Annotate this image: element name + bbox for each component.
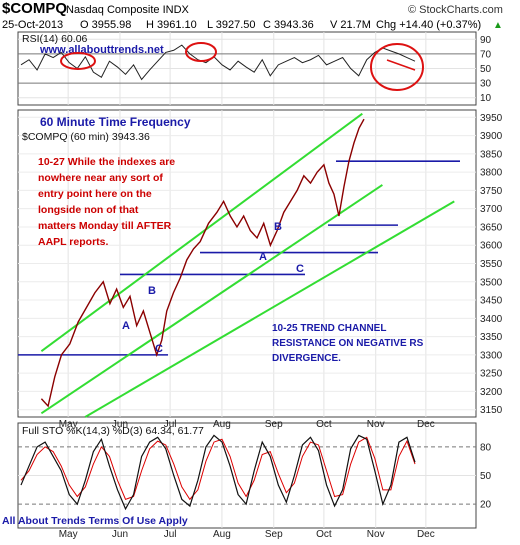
wave-label-a1: A (122, 320, 130, 332)
month-label: Jul (164, 419, 177, 430)
wave-label-a2: A (259, 251, 267, 263)
month-label: May (59, 419, 78, 430)
rsi-highlight-circle-2 (185, 42, 217, 62)
brand: © StockCharts.com (408, 4, 503, 16)
rsi-tick-label: 10 (480, 93, 492, 104)
index-name: Nasdaq Composite INDX (66, 4, 190, 16)
rsi-label: RSI(14) 60.06 (22, 33, 88, 45)
price-tick-label: 3500 (480, 277, 503, 288)
symbol-title: $COMPQ (2, 0, 67, 17)
note-left-line: AAPL reports. (38, 236, 108, 248)
price-tick-label: 3200 (480, 387, 503, 398)
note-left-line: matters Monday till AFTER (38, 220, 172, 232)
month-label: Nov (367, 529, 385, 540)
month-label: Sep (265, 529, 283, 540)
month-label: Dec (417, 419, 435, 430)
month-label: Oct (316, 419, 332, 430)
note-right-line: DIVERGENCE. (272, 353, 341, 364)
wave-label-b1: B (148, 285, 156, 297)
wave-label-c1: C (155, 343, 163, 355)
note-left-line: entry point here on the (38, 188, 152, 200)
price-tick-label: 3250 (480, 369, 503, 380)
price-tick-label: 3950 (480, 113, 503, 124)
rsi-tick-label: 50 (480, 64, 492, 75)
month-label: May (59, 529, 78, 540)
price-tick-label: 3600 (480, 241, 503, 252)
price-tick-label: 3150 (480, 405, 503, 416)
sto-label: Full STO %K(14,3) %D(3) 64.34, 61.77 (22, 425, 204, 437)
quote-low: L 3927.50 (207, 19, 256, 31)
rsi-tick-label: 70 (480, 49, 492, 60)
price-legend: $COMPQ (60 min) 3943.36 (22, 131, 150, 143)
rsi-highlight-circle-1 (60, 52, 96, 70)
month-label: Jul (164, 529, 177, 540)
price-tick-label: 3450 (480, 296, 503, 307)
price-tick-label: 3800 (480, 168, 503, 179)
note-left-line: nowhere near any sort of (38, 172, 163, 184)
change-up-icon: ▲ (493, 20, 503, 31)
note-right-line: 10-25 TREND CHANNEL (272, 323, 386, 334)
month-label: Dec (417, 529, 435, 540)
sto-tick-label: 20 (480, 500, 492, 511)
price-tick-label: 3400 (480, 314, 503, 325)
trend-channel-line (84, 200, 455, 418)
price-tick-label: 3650 (480, 222, 503, 233)
footer-note: All About Trends Terms Of Use Apply (2, 515, 188, 527)
price-tick-label: 3750 (480, 186, 503, 197)
price-tick-label: 3900 (480, 131, 503, 142)
note-left-line: 10-27 While the indexes are (38, 156, 175, 168)
note-left: 10-27 While the indexes are nowhere near… (38, 156, 175, 248)
price-tick-label: 3700 (480, 204, 503, 215)
month-label: Nov (367, 419, 385, 430)
quote-volume: V 21.7M (330, 19, 371, 31)
sto-k-line (20, 434, 416, 511)
month-label: Oct (316, 529, 332, 540)
month-label: Sep (265, 419, 283, 430)
month-label: Jun (112, 529, 128, 540)
quote-close: C 3943.36 (263, 19, 314, 31)
quote-date: 25-Oct-2013 (2, 19, 63, 31)
quote-change: Chg +14.40 (+0.37%) (376, 19, 481, 31)
sto-d-line (20, 436, 416, 501)
price-tick-label: 3550 (480, 259, 503, 270)
sto-tick-label: 80 (480, 442, 492, 453)
price-tick-label: 3300 (480, 350, 503, 361)
trend-channel-line (40, 112, 363, 353)
month-label: Aug (213, 529, 231, 540)
rsi-tick-label: 30 (480, 79, 492, 90)
rsi-divergence-line (386, 59, 416, 71)
rsi-highlight-circle-3 (370, 43, 424, 91)
month-label: Aug (213, 419, 231, 430)
trend-channel-line (40, 184, 383, 415)
sto-tick-label: 50 (480, 471, 492, 482)
rsi-tick-label: 90 (480, 35, 492, 46)
price-line (40, 118, 365, 408)
wave-label-c2: C (296, 263, 304, 275)
note-left-line: longside non of that (38, 204, 139, 216)
month-label: Jun (112, 419, 128, 430)
note-right: 10-25 TREND CHANNEL RESISTANCE ON NEGATI… (272, 323, 424, 364)
quote-high: H 3961.10 (146, 19, 197, 31)
quote-open: O 3955.98 (80, 19, 131, 31)
website-watermark: www.allabouttrends.net (39, 44, 164, 56)
wave-label-b2: B (274, 221, 282, 233)
price-tick-label: 3850 (480, 149, 503, 160)
rsi-line (20, 44, 416, 81)
price-tick-label: 3350 (480, 332, 503, 343)
frequency-title: 60 Minute Time Frequency (40, 115, 191, 129)
note-right-line: RESISTANCE ON NEGATIVE RS (272, 338, 424, 349)
